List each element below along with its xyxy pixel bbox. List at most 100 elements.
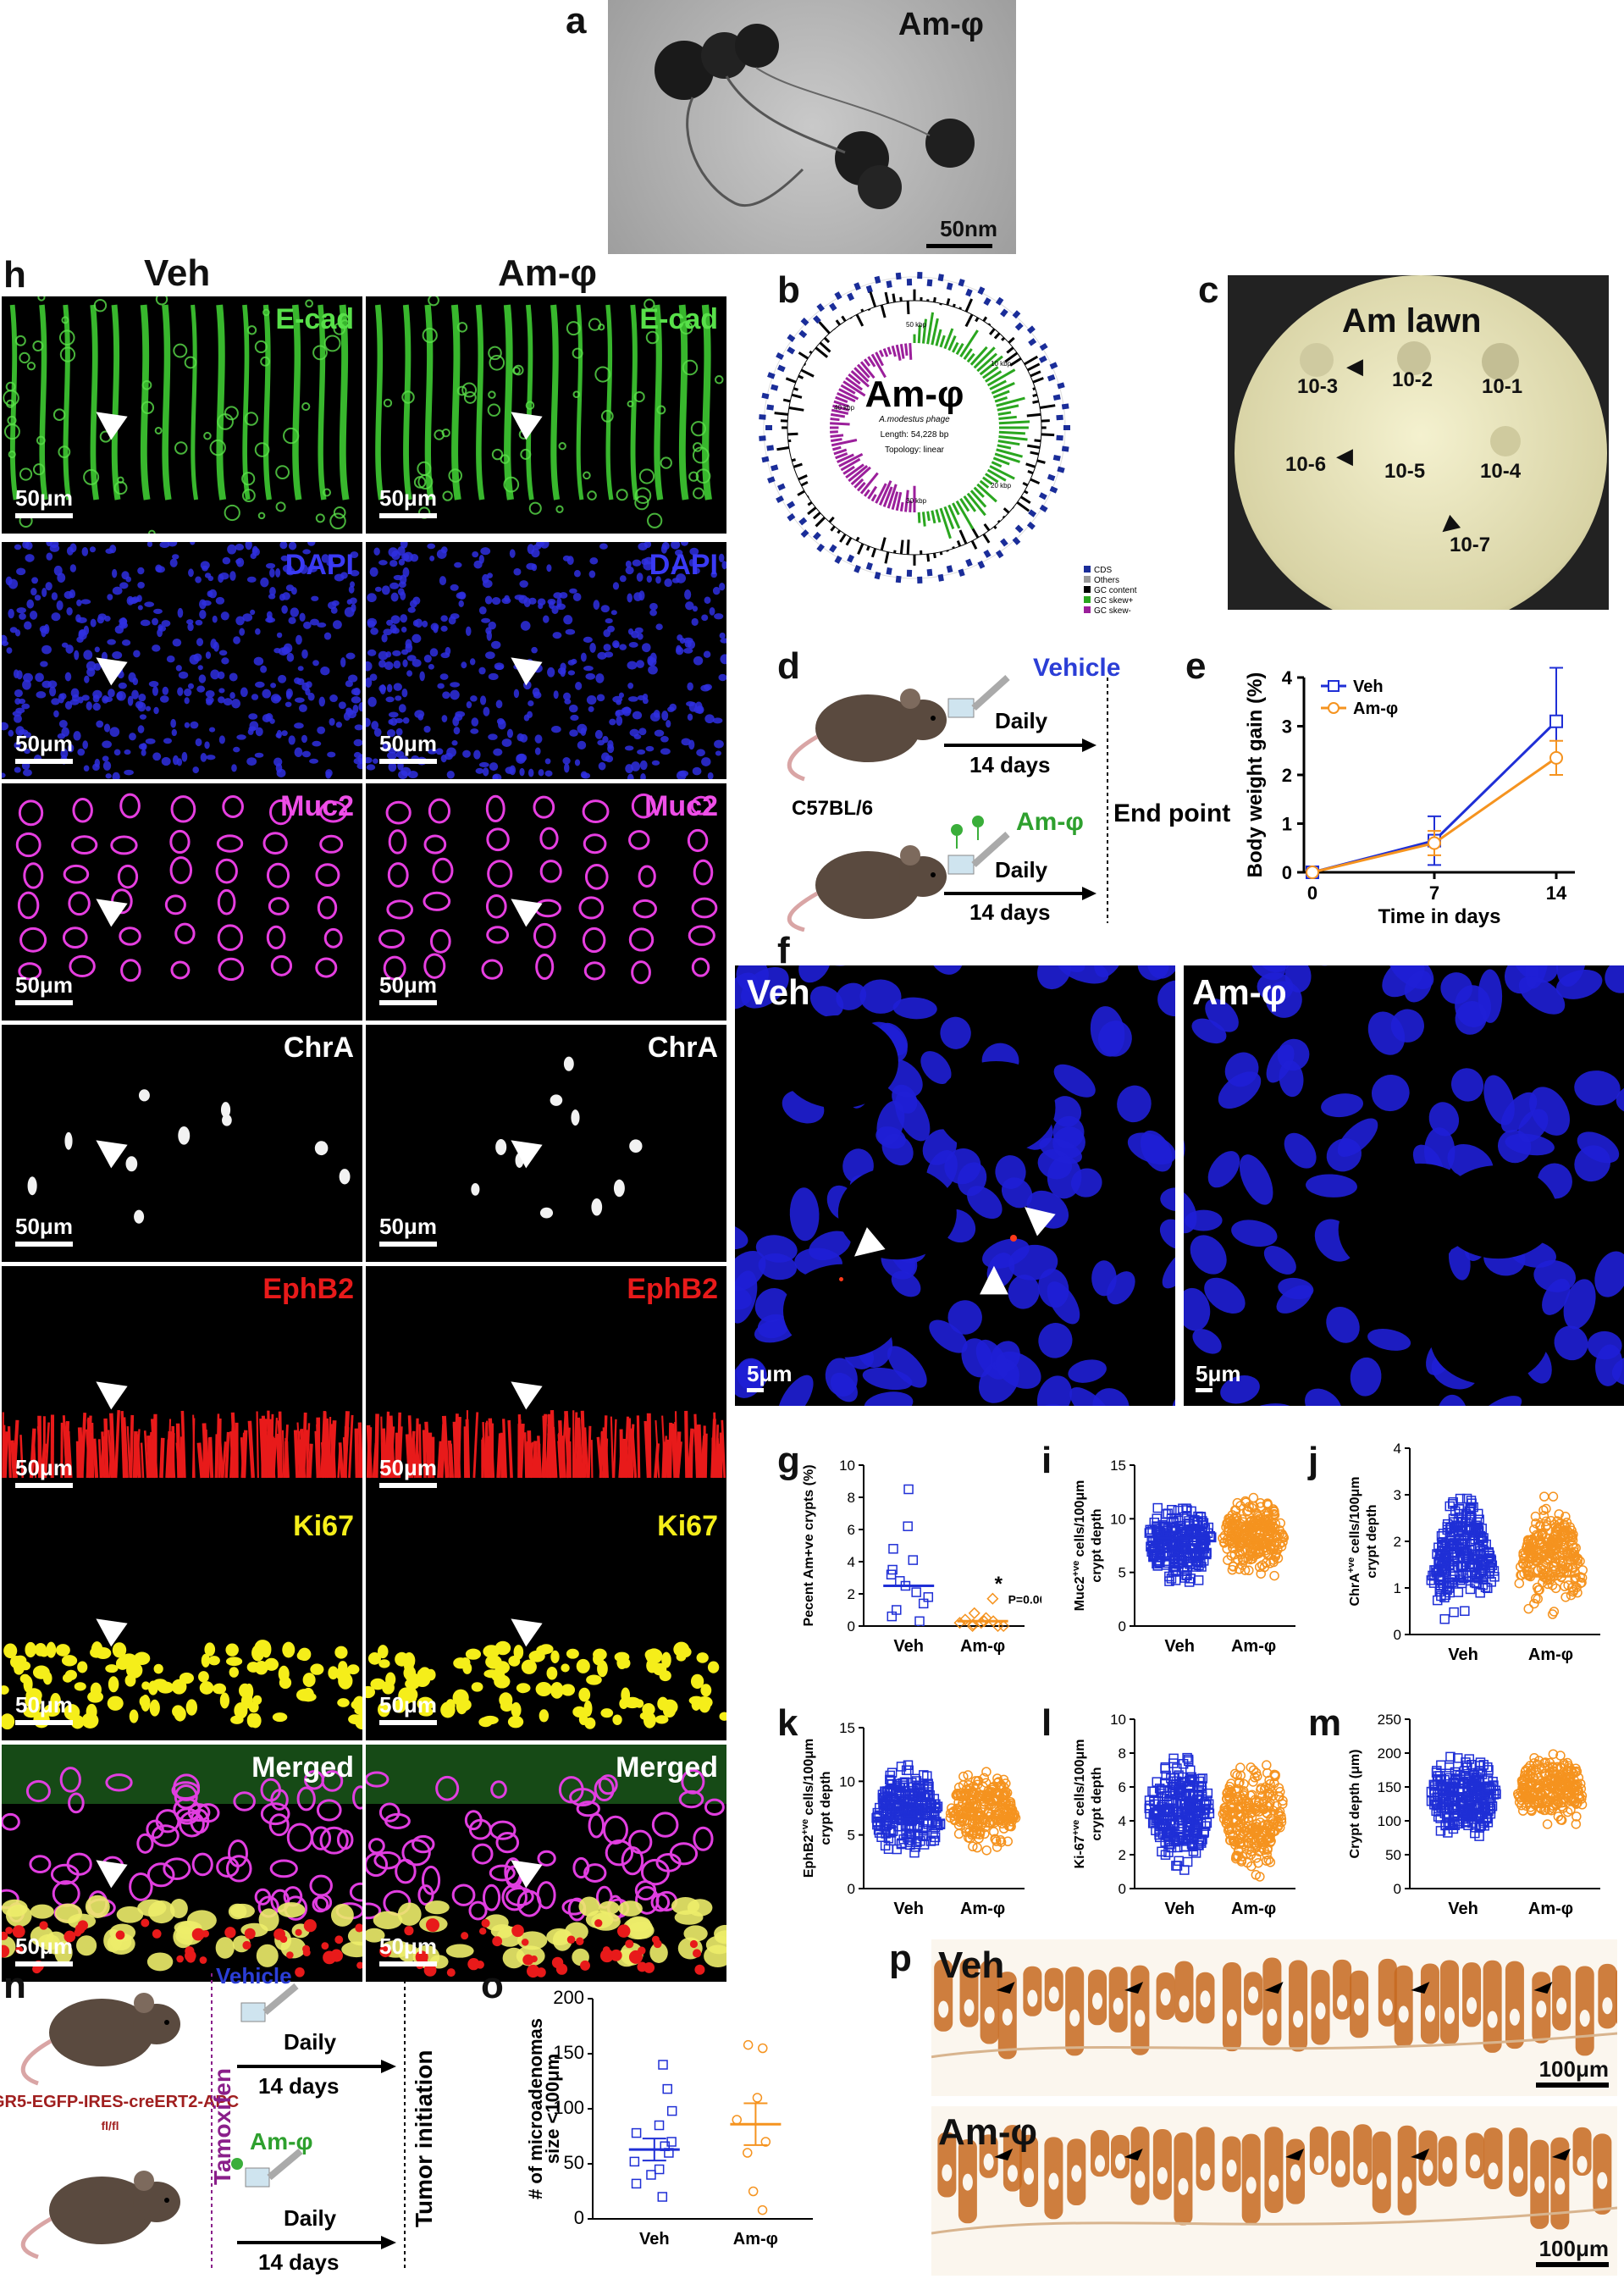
x-tick-label: Veh	[893, 1637, 924, 1656]
panel-letter-p: p	[889, 1938, 912, 1979]
nucleus	[1424, 1127, 1456, 1175]
cds-feature	[834, 555, 842, 564]
data-point	[986, 1592, 999, 1605]
days-label: 14 days	[969, 752, 1050, 777]
nucleus	[789, 1187, 820, 1242]
crypt	[1222, 1961, 1241, 2052]
stain-label: Merged	[616, 1751, 718, 1784]
y-axis-label-main: EphB2	[802, 1834, 816, 1878]
goblet-cell	[1401, 2177, 1412, 2194]
goblet-cell	[1179, 1995, 1190, 2013]
data-point	[1566, 1583, 1577, 1593]
data-point	[1180, 1543, 1190, 1554]
x-tick-label: Veh	[1164, 1900, 1195, 1918]
data-point	[969, 1828, 979, 1839]
cds-feature	[1057, 382, 1065, 390]
gc-content-bar	[839, 533, 847, 543]
gc-content-bar	[869, 291, 877, 307]
goblet-cell	[1442, 2156, 1453, 2174]
data-point	[1201, 1549, 1212, 1560]
data-point	[1460, 1606, 1470, 1616]
data-point	[1243, 1839, 1253, 1849]
goblet-cell	[1556, 1997, 1567, 2015]
data-point	[999, 1789, 1010, 1801]
data-point	[903, 1484, 914, 1495]
nucleus	[1321, 1093, 1363, 1118]
gc-skew-bar	[835, 396, 848, 404]
y-axis-label: Body weight gain (%)	[1244, 672, 1267, 878]
nucleus	[1069, 1387, 1113, 1406]
data-point	[967, 1618, 980, 1631]
scale-bar-label: 50μm	[379, 485, 437, 511]
data-point	[1549, 750, 1563, 765]
data-point	[905, 1815, 915, 1826]
cds-feature	[958, 279, 965, 287]
data-point	[1180, 1836, 1191, 1846]
goblet-cell	[1534, 2176, 1545, 2193]
legend-gc-skew-pos: GC skew+	[1094, 596, 1134, 606]
cds-feature	[759, 414, 766, 420]
y-tick-label: 2	[1282, 765, 1292, 786]
data-point	[1548, 1762, 1558, 1772]
data-point	[1479, 1821, 1489, 1831]
data-point	[1444, 1773, 1456, 1784]
syringe-icon	[947, 832, 1010, 875]
data-point	[1003, 1836, 1014, 1847]
data-point	[1554, 1509, 1564, 1519]
gc-content-bar	[797, 490, 805, 496]
gc-skew-bar	[837, 453, 854, 464]
data-point	[1262, 1519, 1273, 1529]
goblet-cell	[1048, 2172, 1059, 2190]
gc-skew-bar	[992, 456, 1010, 466]
data-point	[1235, 1549, 1246, 1560]
gc-content-bar	[880, 304, 887, 318]
data-point	[1182, 1505, 1192, 1515]
micrograph	[2, 1745, 362, 1978]
data-point	[885, 1785, 895, 1795]
stain-label: Ki67	[293, 1510, 354, 1542]
crypt	[1418, 2130, 1438, 2186]
tem-phage-tails	[686, 67, 931, 207]
nucleus	[1204, 1277, 1246, 1314]
data-point	[1523, 1565, 1534, 1576]
chart-o-microadenomas: 0 50 100 150 200 Veh Am-φ # of microadenomassiz…	[525, 1987, 813, 2249]
data-point	[1555, 1518, 1565, 1529]
data-point	[896, 1787, 906, 1797]
data-point	[1448, 1513, 1459, 1524]
goblet-cell	[1487, 2011, 1498, 2028]
data-point	[1483, 1765, 1494, 1775]
goblet-cell	[1293, 2010, 1304, 2027]
data-point	[978, 1615, 991, 1628]
crypt	[1397, 2125, 1417, 2215]
data-point	[953, 1806, 964, 1816]
nucleus	[1184, 1287, 1211, 1331]
cds-feature	[965, 288, 973, 297]
gc-skew-bar	[973, 346, 996, 369]
data-point	[752, 2093, 763, 2103]
cds-feature	[926, 279, 933, 287]
gc-skew-bar	[982, 366, 999, 379]
data-point	[874, 1828, 885, 1838]
data-point	[977, 1794, 987, 1804]
gc-skew-bar	[833, 400, 849, 408]
nucleus	[754, 1288, 790, 1323]
data-point	[1190, 1801, 1201, 1812]
data-point	[1247, 1789, 1257, 1801]
crypt	[1174, 1961, 1194, 2023]
gc-content-bar	[845, 537, 853, 546]
goblet-cell	[1313, 2155, 1324, 2173]
data-point	[1005, 1821, 1015, 1831]
goblet-cell	[1007, 2165, 1018, 2182]
crypt	[1264, 2127, 1284, 2214]
data-point	[1181, 1570, 1191, 1580]
scale-bar	[15, 759, 73, 764]
data-point	[930, 1822, 941, 1833]
y-tick-label: 100	[553, 2097, 584, 2118]
goblet-cell	[1444, 2006, 1455, 2024]
gc-skew-bar	[840, 457, 861, 472]
outcome-label: Tumor initiation	[411, 2050, 437, 2227]
gc-content-bar	[798, 474, 808, 481]
data-point	[1184, 1577, 1195, 1587]
gc-skew-bar	[878, 350, 885, 357]
data-point	[1450, 1773, 1461, 1784]
